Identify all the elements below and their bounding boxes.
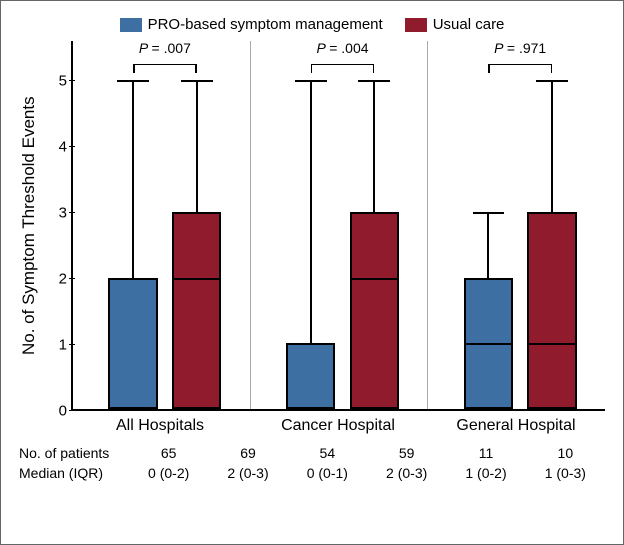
- panel: P = .007: [73, 41, 250, 409]
- table-n-general: 1110: [446, 445, 605, 461]
- table-cell: 11: [446, 445, 525, 461]
- pvalue-bracket: [488, 64, 552, 73]
- y-tick-label: 5: [59, 72, 67, 89]
- pvalue-text: P = .971: [494, 40, 546, 56]
- legend-item-pro: PRO-based symptom management: [120, 16, 383, 33]
- table-cell: 1 (0-2): [446, 465, 525, 481]
- x-axis-labels: All HospitalsCancer HospitalGeneral Hosp…: [71, 417, 605, 435]
- legend-label-usual: Usual care: [433, 16, 505, 33]
- boxplot-median: [172, 278, 221, 280]
- table-cell: 10: [526, 445, 605, 461]
- boxplot-whisker: [196, 80, 198, 211]
- boxplot-box: [350, 212, 399, 409]
- table-head-miqr: Median (IQR): [19, 465, 129, 481]
- legend-label-pro: PRO-based symptom management: [148, 16, 383, 33]
- legend-item-usual: Usual care: [405, 16, 505, 33]
- panel: P = .971: [428, 41, 605, 409]
- table-cell: 65: [129, 445, 208, 461]
- boxplot-whisker-cap: [536, 80, 568, 82]
- boxplot-whisker-cap: [181, 80, 213, 82]
- table-miqr-general: 1 (0-2)1 (0-3): [446, 465, 605, 481]
- pvalue-text: P = .004: [317, 40, 369, 56]
- boxplot-whisker-cap: [117, 80, 149, 82]
- boxplot-whisker: [132, 80, 134, 277]
- boxplot-median: [286, 409, 335, 411]
- boxplot-box: [286, 343, 335, 409]
- table-cell: 1 (0-3): [526, 465, 605, 481]
- table-miqr-cancer: 0 (0-1)2 (0-3): [288, 465, 447, 481]
- pvalue-bracket: [133, 64, 197, 73]
- y-axis-label: No. of Symptom Threshold Events: [19, 41, 45, 411]
- y-axis-ticks: 012345: [45, 41, 71, 411]
- table-cell: 2 (0-3): [208, 465, 287, 481]
- table-cell: 0 (0-2): [129, 465, 208, 481]
- boxplot-whisker-cap: [473, 212, 505, 214]
- y-tick-label: 0: [59, 403, 67, 420]
- table-cell: 59: [367, 445, 446, 461]
- y-tick-label: 3: [59, 204, 67, 221]
- boxplot-median: [464, 343, 513, 345]
- table-n-cancer: 5459: [288, 445, 447, 461]
- table-cell: 0 (0-1): [288, 465, 367, 481]
- panels: P = .007 P = .004 P = .971: [71, 41, 605, 411]
- boxplot-median: [350, 278, 399, 280]
- y-tick-label: 2: [59, 270, 67, 287]
- boxplot-whisker: [487, 212, 489, 278]
- plot-row: No. of Symptom Threshold Events 012345 P…: [19, 41, 605, 411]
- table-cell: 69: [208, 445, 287, 461]
- legend: PRO-based symptom management Usual care: [19, 16, 605, 33]
- x-panel-label: General Hospital: [427, 417, 605, 435]
- y-tick-label: 1: [59, 336, 67, 353]
- table-n-all: 6569: [129, 445, 288, 461]
- boxplot-box: [108, 278, 157, 409]
- boxplot-box: [172, 212, 221, 409]
- pvalue-text: P = .007: [139, 40, 191, 56]
- x-panel-label: Cancer Hospital: [249, 417, 427, 435]
- boxplot-median: [527, 343, 576, 345]
- table-cell: 54: [288, 445, 367, 461]
- table-miqr-all: 0 (0-2)2 (0-3): [129, 465, 288, 481]
- boxplot-whisker: [551, 80, 553, 211]
- boxplot-whisker: [373, 80, 375, 211]
- summary-table: No. of patients 6569 5459 1110 Median (I…: [19, 445, 605, 481]
- boxplot-whisker-cap: [295, 80, 327, 82]
- chart-container: PRO-based symptom management Usual care …: [0, 0, 624, 545]
- table-head-n: No. of patients: [19, 445, 129, 461]
- boxplot-whisker-cap: [358, 80, 390, 82]
- boxplot-box: [527, 212, 576, 409]
- legend-swatch-pro: [120, 18, 142, 32]
- boxplot-whisker: [310, 80, 312, 343]
- boxplot-median: [108, 409, 157, 411]
- legend-swatch-usual: [405, 18, 427, 32]
- y-tick-label: 4: [59, 138, 67, 155]
- pvalue-bracket: [311, 64, 375, 73]
- x-panel-label: All Hospitals: [71, 417, 249, 435]
- table-cell: 2 (0-3): [367, 465, 446, 481]
- panel: P = .004: [251, 41, 428, 409]
